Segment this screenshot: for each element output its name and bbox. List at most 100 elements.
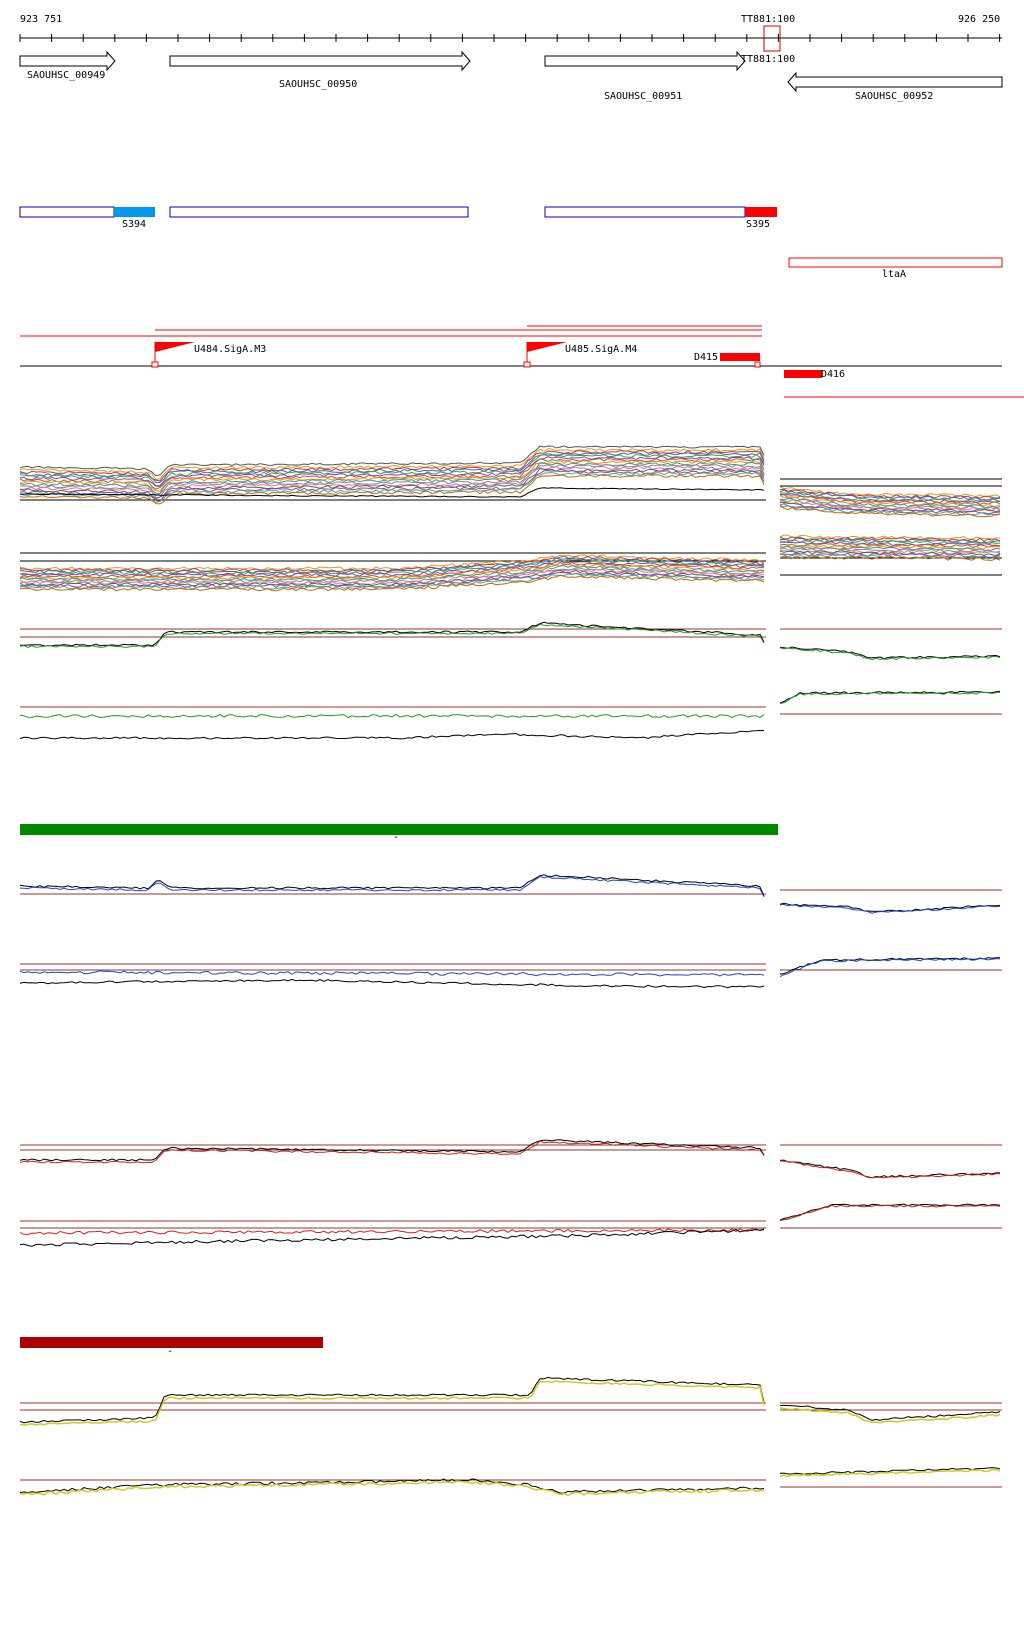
gene-label-saouhsc-00952[interactable]: SAOUHSC_00952	[855, 91, 934, 102]
segment-label-ltaa[interactable]: ltaA	[882, 269, 907, 280]
gene-arrow-saouhsc-00952[interactable]	[787, 71, 1003, 93]
sample-series-line	[779, 494, 1001, 504]
expression-line	[779, 647, 1001, 661]
sample-series-line	[779, 545, 1001, 552]
expression-line	[19, 1228, 765, 1235]
downregulated-label-d415[interactable]: D415	[694, 352, 719, 363]
sample-series-line	[19, 474, 765, 505]
sample-series-line	[19, 452, 765, 484]
expression-line	[19, 875, 765, 898]
downregulated-label-d416[interactable]: D416	[821, 369, 846, 380]
condition-bar-green[interactable]	[20, 824, 778, 835]
sample-series-line	[19, 558, 765, 576]
sample-series-line	[779, 549, 1001, 555]
expression-line	[779, 1467, 1001, 1475]
expression-line	[779, 1203, 1001, 1221]
sample-series-line	[19, 568, 765, 585]
sample-series-line	[779, 547, 1001, 553]
expression-line	[19, 1380, 765, 1426]
downregulated-block-d416[interactable]	[784, 370, 822, 378]
expression-line	[779, 1407, 1001, 1424]
promoter-flag-u484[interactable]	[155, 342, 195, 352]
condition-label-green: -	[393, 832, 400, 843]
expression-line	[19, 1139, 765, 1162]
sample-series-line	[19, 574, 765, 592]
segment-s395-outline[interactable]	[544, 206, 746, 218]
sample-series-line	[19, 457, 765, 490]
expression-line	[779, 1204, 1001, 1222]
expression-line	[779, 646, 1001, 660]
sample-series-line	[779, 534, 1001, 540]
gene-arrow-saouhsc-00950[interactable]	[169, 50, 471, 72]
promoter-tss-u484	[151, 361, 159, 368]
gene-arrow-saouhsc-00951[interactable]	[544, 50, 746, 72]
condition-label-red: -	[167, 1346, 174, 1357]
segment-s395-fill[interactable]	[745, 207, 777, 217]
ruler-ticks	[19, 34, 1001, 42]
expression-line	[19, 874, 765, 897]
sample-series-line	[779, 555, 1001, 561]
segment-mid-outline[interactable]	[169, 206, 469, 218]
expression-line	[19, 1228, 765, 1247]
sample-series-line	[779, 542, 1001, 548]
sample-series-line	[779, 505, 1001, 518]
sample-series-line	[779, 486, 1001, 498]
sample-series-line	[779, 552, 1001, 558]
promoter-tss-u485	[523, 361, 531, 368]
terminator-label-bottom[interactable]: TT881:100	[741, 54, 796, 65]
sample-series-line	[19, 449, 765, 482]
segment-s394-outline[interactable]	[19, 206, 115, 218]
gene-label-saouhsc-00950[interactable]: SAOUHSC_00950	[279, 79, 358, 90]
expression-line	[19, 1480, 765, 1497]
expression-line	[779, 690, 1001, 704]
terminator-marker[interactable]	[763, 25, 781, 52]
expression-line	[19, 729, 765, 740]
sample-series-line	[779, 488, 1001, 500]
promoter-label-u484[interactable]: U484.SigA.M3	[194, 344, 267, 355]
sample-series-line	[779, 501, 1001, 512]
expression-line	[19, 1140, 765, 1164]
gene-arrow-saouhsc-00949[interactable]	[19, 50, 116, 72]
promoter-label-u485[interactable]: U485.SigA.M4	[565, 344, 638, 355]
segment-label-s395[interactable]: S395	[746, 219, 771, 230]
expression-line	[779, 957, 1000, 975]
expression-line	[779, 1404, 1001, 1421]
promoter-flag-u485[interactable]	[527, 342, 567, 352]
segment-ltaa-outline[interactable]	[788, 257, 1003, 268]
expression-line	[19, 621, 765, 647]
expression-line	[779, 1468, 1001, 1478]
expression-line	[19, 713, 765, 718]
expression-line	[779, 957, 1000, 978]
sample-series-line	[779, 493, 1001, 505]
sample-series-line	[20, 459, 765, 492]
gene-label-saouhsc-00949[interactable]: SAOUHSC_00949	[27, 70, 106, 81]
sample-series-line	[19, 573, 765, 590]
segment-label-s394[interactable]: S394	[122, 219, 147, 230]
terminator-label-top[interactable]: TT881:100	[741, 14, 796, 25]
sample-series-line	[19, 567, 765, 584]
condition-bar-red[interactable]	[20, 1337, 323, 1348]
expression-line	[779, 902, 1001, 912]
expression-line	[19, 1376, 765, 1424]
expression-line	[779, 903, 1001, 914]
expression-line	[19, 623, 765, 648]
sample-series-line	[19, 557, 765, 574]
expression-line	[19, 970, 765, 977]
expression-line	[19, 1478, 765, 1494]
sample-series-line	[19, 461, 765, 494]
sample-series-line	[19, 571, 765, 589]
expression-line	[19, 978, 765, 989]
gene-label-saouhsc-00951[interactable]: SAOUHSC_00951	[604, 91, 683, 102]
sample-series-line	[20, 487, 765, 498]
segment-s394-fill[interactable]	[114, 207, 155, 217]
coordinate-end: 926 250	[958, 14, 1001, 25]
sample-series-line	[19, 453, 765, 487]
sample-series-line	[779, 541, 1001, 547]
downregulated-tick-d415	[754, 361, 761, 368]
downregulated-block-d415[interactable]	[720, 353, 760, 361]
sample-series-line	[19, 561, 765, 579]
sample-series-line	[779, 489, 1001, 501]
expression-line	[779, 691, 1001, 705]
expression-line	[779, 1159, 1001, 1179]
